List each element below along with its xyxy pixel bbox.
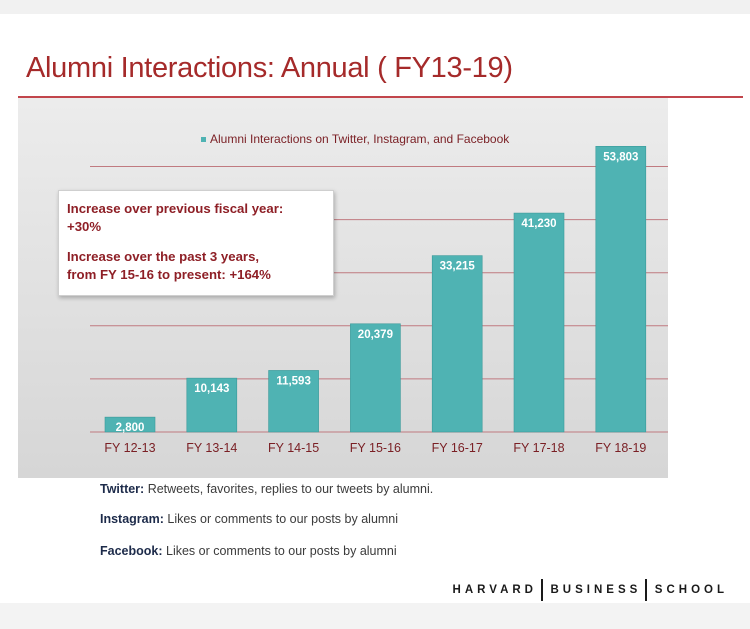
bar: [268, 370, 319, 433]
note-twitter-text: Retweets, favorites, replies to our twee…: [144, 482, 434, 496]
bar-value-label: 2,800: [116, 422, 145, 434]
increase-callout: Increase over previous fiscal year: +30%…: [58, 190, 334, 296]
bar-value-label: 41,230: [521, 218, 556, 230]
callout-line-1a: Increase over previous fiscal year:: [67, 201, 284, 216]
legend-label: Alumni Interactions on Twitter, Instagra…: [210, 132, 510, 146]
x-tick-label: FY 16-17: [432, 441, 483, 455]
note-twitter-label: Twitter:: [100, 482, 145, 496]
note-twitter: Twitter: Retweets, favorites, replies to…: [100, 482, 433, 496]
note-instagram: Instagram: Likes or comments to our post…: [100, 512, 398, 526]
legend-swatch: [201, 137, 206, 142]
note-facebook: Facebook: Likes or comments to our posts…: [100, 544, 397, 558]
x-tick-label: FY 14-15: [268, 441, 319, 455]
note-instagram-text: Likes or comments to our posts by alumni: [163, 512, 399, 526]
x-tick-label: FY 15-16: [350, 441, 401, 455]
bar-value-label: 11,593: [276, 375, 311, 387]
bar: [431, 255, 483, 433]
top-band: [0, 0, 750, 14]
bar: [186, 377, 238, 433]
note-facebook-label: Facebook:: [100, 544, 163, 558]
x-tick-label: FY 12-13: [104, 441, 155, 455]
page-title: Alumni Interactions: Annual ( FY13-19): [26, 52, 513, 84]
bar-value-label: 10,143: [194, 383, 229, 395]
bar-chart: Alumni Interactions on Twitter, Instagra…: [90, 132, 668, 455]
x-tick-label: FY 18-19: [595, 441, 646, 455]
bar-value-label: 20,379: [358, 329, 393, 341]
bar: [104, 416, 156, 433]
x-tick-label: FY 17-18: [513, 441, 564, 455]
harvard-business-school-logo: HARVARD BUSINESS SCHOOL: [453, 579, 728, 601]
bar-value-label: 33,215: [440, 261, 476, 273]
note-instagram-label: Instagram:: [100, 512, 164, 526]
title-rule: [18, 96, 743, 98]
callout-line-1b: +30%: [67, 219, 102, 234]
logo-word-harvard: HARVARD: [452, 584, 537, 596]
callout-line-2a: Increase over the past 3 years,: [67, 249, 260, 264]
logo-word-business: BUSINESS: [550, 584, 642, 596]
logo-word-school: SCHOOL: [654, 584, 728, 596]
logo-divider: [541, 579, 543, 601]
note-facebook-text: Likes or comments to our posts by alumni: [162, 544, 397, 558]
bar-value-label: 53,803: [603, 151, 638, 163]
bar: [350, 323, 401, 433]
logo-divider: [645, 579, 647, 601]
bar: [513, 212, 565, 433]
bottom-band: [0, 603, 750, 629]
x-tick-label: FY 13-14: [186, 441, 237, 455]
callout-line-2b: from FY 15-16 to present: +164%: [67, 267, 271, 282]
bar: [595, 146, 647, 433]
